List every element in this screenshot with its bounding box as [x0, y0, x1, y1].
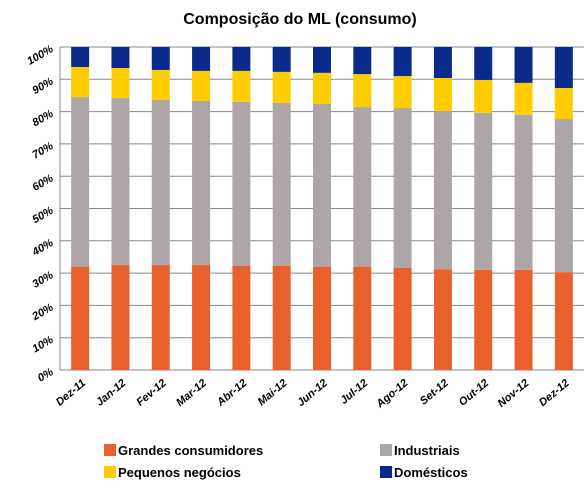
bar-segment — [272, 265, 291, 370]
bar-segment — [192, 100, 211, 266]
bar-segment — [151, 69, 170, 100]
bar-segment — [433, 110, 452, 270]
bar-segment — [353, 74, 372, 108]
bar-segment — [151, 99, 170, 266]
bar-segment — [313, 103, 331, 267]
bar-segment — [313, 266, 331, 370]
bar-segment — [514, 82, 533, 115]
y-tick-label: 70% — [30, 140, 55, 162]
x-tick-label: Dez-12 — [537, 377, 572, 409]
bar-segment — [433, 269, 452, 370]
bar-segment — [514, 269, 533, 370]
bar-segment — [71, 67, 90, 98]
bar-segment — [111, 98, 130, 266]
legend-swatch — [104, 444, 116, 456]
bar-segment — [474, 47, 493, 80]
x-tick-label: Set-12 — [418, 377, 451, 407]
legend-label: Pequenos negócios — [118, 465, 241, 480]
x-tick-label: Mai-12 — [256, 377, 290, 408]
x-tick-label: Dez-11 — [54, 377, 88, 408]
y-tick-label: 0% — [36, 366, 56, 384]
bar-segment — [554, 88, 573, 120]
legend-label: Grandes consumidores — [118, 443, 263, 458]
y-tick-label: 30% — [30, 269, 55, 291]
y-tick-label: 50% — [30, 205, 55, 227]
x-tick-label: Jun-12 — [295, 377, 330, 409]
x-tick-label: Nov-12 — [496, 377, 532, 410]
bar-segment — [272, 71, 291, 103]
legend-label: Industriais — [394, 443, 460, 458]
bar-segment — [313, 72, 331, 104]
bar-segment — [393, 108, 412, 268]
bar-segment — [433, 47, 452, 79]
bar-segment — [111, 47, 130, 68]
bar-segment — [71, 47, 90, 68]
x-tick-label: Ago-12 — [374, 377, 411, 411]
x-tick-label: Abr-12 — [214, 377, 249, 409]
bar-segment — [71, 266, 90, 370]
bar-segment — [474, 269, 493, 370]
bar-segment — [71, 97, 90, 267]
chart-title: Composição do ML (consumo) — [183, 11, 416, 28]
bar-segment — [514, 47, 533, 83]
bar-segment — [353, 47, 372, 75]
bar-segment — [272, 47, 291, 72]
bar-segment — [353, 107, 372, 267]
y-tick-label: 80% — [30, 108, 55, 130]
bar-segment — [393, 76, 412, 109]
bar-segment — [192, 265, 211, 370]
x-tick-label: Jan-12 — [94, 377, 128, 409]
bar-segment — [151, 47, 170, 70]
bar-segment — [353, 266, 372, 370]
bar-segment — [272, 102, 291, 266]
bar-segment — [192, 47, 211, 71]
bar-segment — [474, 79, 493, 113]
y-tick-label: 100% — [25, 43, 56, 68]
legend-label: Domésticos — [394, 465, 468, 480]
bar-segment — [151, 265, 170, 370]
bar-segment — [232, 47, 251, 71]
bar-segment — [192, 70, 211, 101]
bar-segment — [393, 47, 412, 77]
bar-segment — [232, 70, 251, 102]
legend-swatch — [380, 466, 392, 478]
bar-segment — [313, 47, 331, 73]
y-tick-label: 60% — [30, 172, 55, 194]
x-tick-label: Mar-12 — [174, 377, 209, 409]
bar-segment — [474, 112, 493, 270]
bar-segment — [554, 119, 573, 273]
legend-swatch — [104, 466, 116, 478]
bar-segment — [111, 67, 130, 99]
bar-segment — [232, 101, 251, 266]
bar-segment — [232, 265, 251, 370]
bar-segment — [554, 272, 573, 370]
bar-segment — [514, 114, 533, 270]
x-tick-label: Fev-12 — [134, 377, 168, 409]
x-tick-label: Out-12 — [457, 377, 491, 409]
bar-segment — [111, 265, 130, 370]
bar-segment — [554, 47, 573, 89]
bar-segment — [433, 78, 452, 111]
y-tick-label: 90% — [30, 75, 55, 97]
y-tick-label: 40% — [30, 237, 56, 259]
x-tick-label: Jul-12 — [338, 377, 370, 407]
y-tick-label: 10% — [30, 334, 55, 356]
y-tick-label: 20% — [30, 302, 56, 324]
legend-swatch — [380, 444, 392, 456]
bar-segment — [393, 267, 412, 370]
